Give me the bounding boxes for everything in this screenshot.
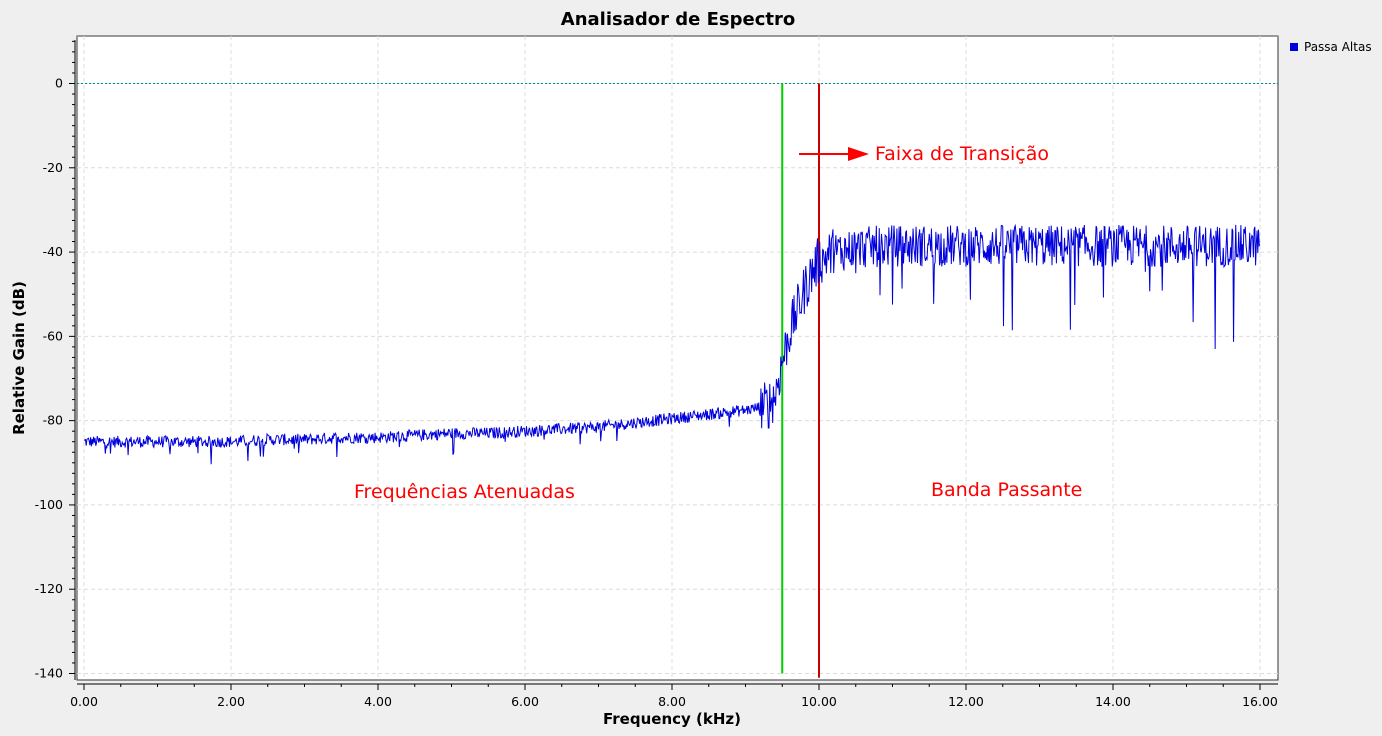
transition-arrow-head bbox=[848, 147, 869, 161]
legend-swatch bbox=[1290, 43, 1298, 51]
y-axis: 0 -20 -40 -60 -80 -100 -120 -140 bbox=[35, 40, 76, 681]
plot-area bbox=[76, 35, 1279, 681]
y-tick-label: -120 bbox=[35, 581, 63, 596]
series-group bbox=[83, 223, 1261, 465]
annotation-transition-text: Faixa de Transição bbox=[875, 143, 1049, 165]
y-tick-label: -20 bbox=[43, 160, 63, 175]
y-tick-label: -80 bbox=[43, 413, 63, 428]
reference-lines bbox=[77, 83, 1278, 678]
y-tick-label: -140 bbox=[35, 666, 63, 681]
annotation-transition: Faixa de Transição bbox=[799, 143, 1049, 165]
x-tick-label: 12.00 bbox=[948, 694, 984, 709]
y-axis-label: Relative Gain (dB) bbox=[10, 281, 28, 435]
x-tick-label: 4.00 bbox=[364, 694, 392, 709]
x-axis-label: Frequency (kHz) bbox=[603, 710, 741, 728]
x-tick-label: 0.00 bbox=[70, 694, 98, 709]
x-tick-label: 16.00 bbox=[1242, 694, 1278, 709]
annotation-passband: Banda Passante bbox=[931, 479, 1082, 501]
y-tick-label: -60 bbox=[43, 328, 63, 343]
y-tick-label: 0 bbox=[55, 76, 63, 91]
y-tick-label: -100 bbox=[35, 497, 63, 512]
legend-label: Passa Altas bbox=[1304, 40, 1372, 54]
y-tick-label: -40 bbox=[43, 244, 63, 259]
x-tick-label: 14.00 bbox=[1095, 694, 1131, 709]
legend[interactable]: Passa Altas bbox=[1290, 40, 1372, 54]
x-tick-label: 8.00 bbox=[658, 694, 686, 709]
x-tick-label: 6.00 bbox=[511, 694, 539, 709]
x-tick-label: 2.00 bbox=[217, 694, 245, 709]
series-line-passa-altas bbox=[83, 223, 1261, 465]
chart-title: Analisador de Espectro bbox=[561, 9, 795, 30]
x-axis: 0.00 2.00 4.00 6.00 8.00 10.00 12.00 14.00 16.00 bbox=[70, 683, 1278, 709]
x-tick-label: 10.00 bbox=[801, 694, 837, 709]
annotation-attenuated: Frequências Atenuadas bbox=[354, 481, 575, 503]
